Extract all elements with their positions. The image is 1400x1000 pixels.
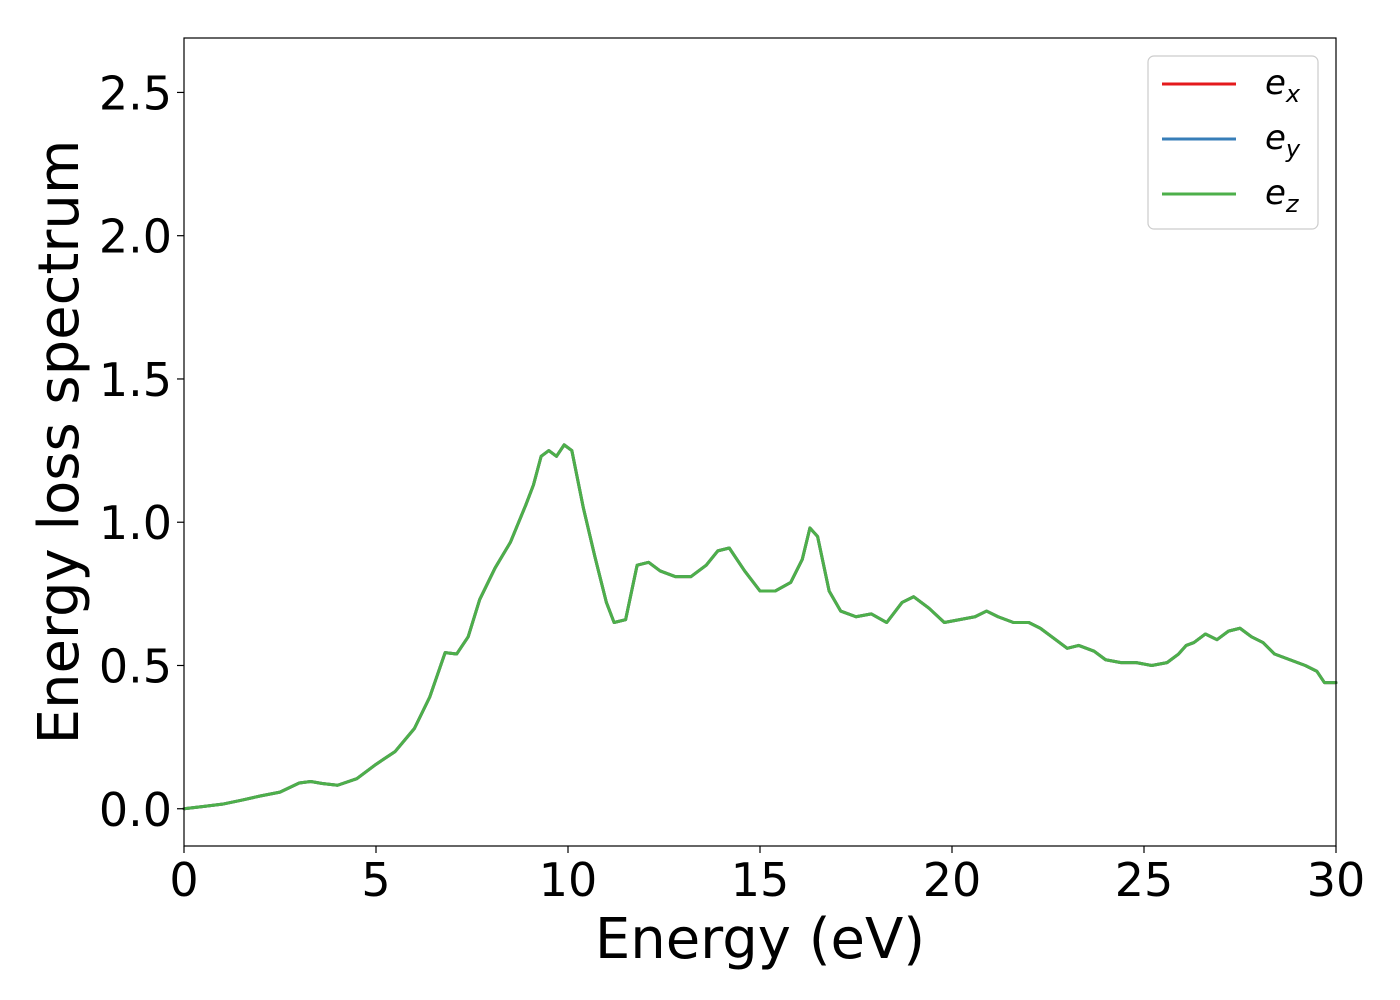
x-tick-label: 10	[539, 853, 598, 907]
y-tick-label: 2.0	[99, 210, 172, 264]
y-tick-label: 0.5	[99, 639, 172, 693]
x-axis-ticks: 0 5 10 15 20 25 30	[169, 846, 1365, 907]
series-line-z	[182, 443, 1338, 811]
x-tick-label: 0	[169, 853, 198, 907]
x-tick-label: 20	[923, 853, 982, 907]
x-tick-label: 5	[361, 853, 390, 907]
x-tick-label: 25	[1115, 853, 1174, 907]
y-axis-title: Energy loss spectrum	[27, 140, 92, 745]
x-tick-label: 30	[1307, 853, 1366, 907]
x-axis-title: Energy (eV)	[595, 907, 925, 972]
series-lines	[182, 443, 1338, 811]
y-tick-label: 1.0	[99, 496, 172, 550]
legend-frame	[1147, 55, 1319, 230]
y-axis-ticks: 0.0 0.5 1.0 1.5 2.0 2.5	[99, 66, 184, 837]
y-tick-label: 1.5	[99, 353, 172, 407]
x-tick-label: 15	[731, 853, 790, 907]
y-tick-label: 0.0	[99, 783, 172, 837]
y-tick-label: 2.5	[99, 66, 172, 120]
